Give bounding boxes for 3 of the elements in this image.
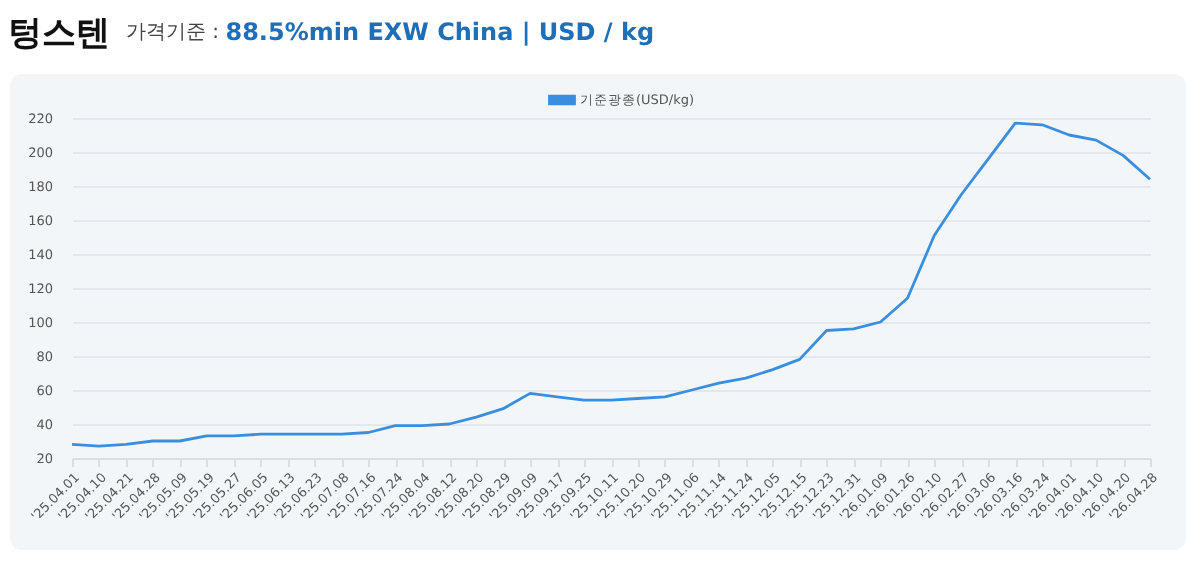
line-series xyxy=(70,121,1152,448)
chart-title: 텅스텐 xyxy=(8,11,110,55)
chart-subtitle: 가격기준 : 88.5%min EXW China | USD / kg xyxy=(126,18,655,46)
